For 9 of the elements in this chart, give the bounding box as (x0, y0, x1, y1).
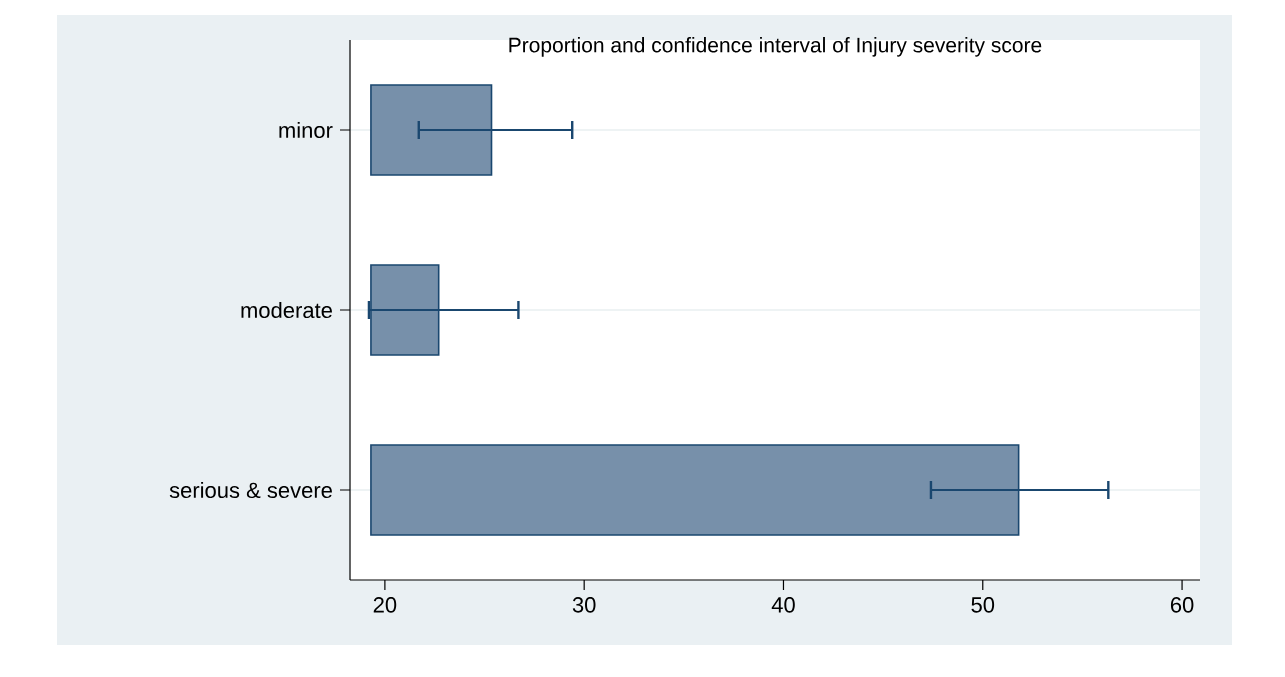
x-tick-label: 60 (1170, 597, 1194, 613)
x-tick-label: 30 (572, 597, 596, 613)
x-tick-label: 50 (971, 597, 995, 613)
x-tick-label: 40 (771, 597, 795, 613)
y-tick-label: minor (279, 121, 333, 139)
x-tick-label: 20 (373, 597, 397, 613)
y-tick-label: serious & severe (169, 481, 332, 499)
chart-title: Proportion and confidence interval of Injury severity score (509, 37, 1042, 57)
y-tick-label: moderate (241, 301, 332, 319)
